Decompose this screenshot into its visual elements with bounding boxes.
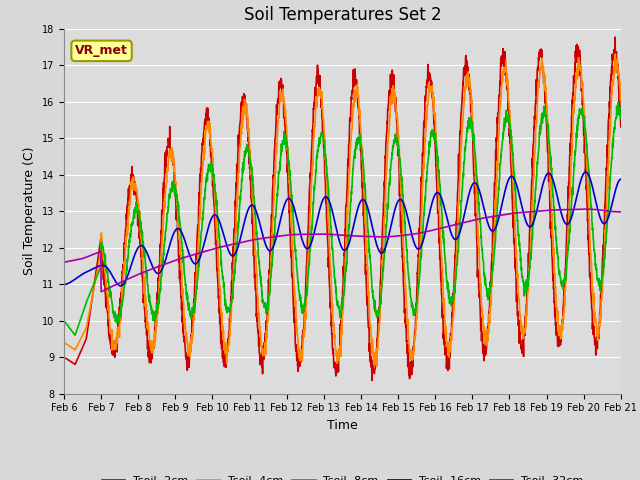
Tsoil -2cm (611, 34, 619, 40)
Tsoil -16cm (359, 197, 367, 203)
Line: Tsoil -32cm: Tsoil -32cm (64, 209, 621, 292)
Tsoil -16cm (60, 282, 68, 288)
Tsoil -32cm (581, 206, 589, 212)
Tsoil -16cm (617, 176, 625, 182)
Tsoil -16cm (582, 169, 589, 175)
Tsoil -8cm (371, 302, 379, 308)
Tsoil -4cm (358, 146, 366, 152)
Tsoil -2cm (358, 179, 366, 184)
Tsoil -16cm (504, 177, 512, 183)
Title: Soil Temperatures Set 2: Soil Temperatures Set 2 (244, 6, 441, 24)
Line: Tsoil -4cm: Tsoil -4cm (64, 54, 621, 366)
Tsoil -32cm (568, 206, 575, 212)
Tsoil -4cm (60, 340, 68, 346)
Tsoil -32cm (216, 244, 223, 250)
Tsoil -8cm (359, 157, 367, 163)
Y-axis label: Soil Temperature (C): Soil Temperature (C) (23, 147, 36, 276)
Tsoil -4cm (612, 51, 620, 57)
Line: Tsoil -8cm: Tsoil -8cm (64, 103, 621, 335)
Tsoil -32cm (371, 234, 379, 240)
Tsoil -32cm (97, 289, 105, 295)
Tsoil -32cm (359, 233, 367, 239)
Text: VR_met: VR_met (75, 44, 128, 57)
Tsoil -32cm (504, 211, 512, 217)
Tsoil -2cm (368, 378, 376, 384)
Tsoil -8cm (504, 119, 512, 125)
Tsoil -32cm (60, 259, 68, 265)
Tsoil -2cm (371, 366, 379, 372)
Tsoil -4cm (568, 148, 575, 154)
X-axis label: Time: Time (327, 419, 358, 432)
Tsoil -2cm (216, 310, 223, 315)
Tsoil -8cm (584, 152, 591, 158)
Tsoil -2cm (617, 124, 625, 130)
Tsoil -4cm (617, 91, 625, 97)
Tsoil -2cm (60, 354, 68, 360)
Tsoil -8cm (71, 332, 79, 338)
Tsoil -2cm (504, 99, 512, 105)
Tsoil -16cm (371, 235, 379, 240)
Tsoil -4cm (371, 357, 378, 363)
Line: Tsoil -16cm: Tsoil -16cm (64, 172, 621, 286)
Tsoil -4cm (584, 170, 591, 176)
Tsoil -2cm (584, 204, 591, 210)
Tsoil -16cm (584, 170, 591, 176)
Tsoil -4cm (216, 275, 223, 280)
Tsoil -2cm (568, 113, 575, 119)
Tsoil -32cm (584, 206, 591, 212)
Tsoil -16cm (116, 283, 124, 289)
Tsoil -16cm (568, 214, 575, 219)
Tsoil -16cm (216, 218, 223, 224)
Tsoil -8cm (216, 237, 223, 242)
Tsoil -32cm (617, 209, 625, 215)
Tsoil -8cm (568, 197, 575, 203)
Tsoil -8cm (617, 115, 625, 121)
Tsoil -8cm (60, 318, 68, 324)
Tsoil -4cm (373, 363, 381, 369)
Tsoil -8cm (614, 100, 622, 106)
Legend: Tsoil -2cm, Tsoil -4cm, Tsoil -8cm, Tsoil -16cm, Tsoil -32cm: Tsoil -2cm, Tsoil -4cm, Tsoil -8cm, Tsoi… (97, 471, 588, 480)
Line: Tsoil -2cm: Tsoil -2cm (64, 37, 621, 381)
Tsoil -4cm (504, 96, 512, 102)
